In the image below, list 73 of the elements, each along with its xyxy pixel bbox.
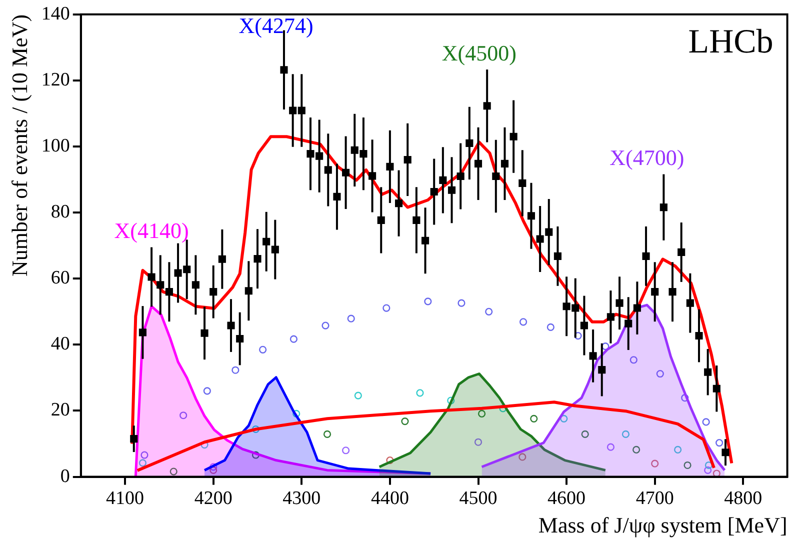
point — [401, 418, 409, 426]
y-tick-label: 60 — [50, 268, 70, 289]
point — [382, 304, 390, 312]
y-tick-label: 0 — [60, 466, 70, 487]
x-tick-label: 4800 — [724, 488, 762, 510]
point — [252, 425, 260, 434]
point — [581, 430, 589, 438]
point — [485, 308, 493, 316]
point — [716, 438, 724, 447]
point — [322, 322, 330, 330]
point — [704, 461, 713, 470]
point — [290, 335, 298, 343]
point — [138, 459, 147, 467]
point — [232, 366, 240, 374]
y-tick-label: 140 — [41, 3, 70, 24]
point — [674, 446, 682, 454]
point — [560, 414, 568, 422]
point — [684, 461, 692, 470]
text: X(4140) — [114, 218, 189, 244]
y-tick-label: 80 — [50, 202, 70, 223]
point — [386, 456, 394, 464]
point — [606, 443, 614, 451]
point — [704, 466, 712, 474]
point — [630, 356, 638, 364]
y-tick-label: 120 — [41, 69, 70, 90]
point — [656, 370, 664, 378]
point — [632, 446, 640, 454]
point — [530, 414, 538, 422]
point — [424, 298, 432, 306]
point — [478, 410, 486, 418]
x-tick-label: 4400 — [370, 488, 409, 510]
point — [546, 323, 554, 331]
point — [210, 463, 218, 471]
point — [342, 446, 350, 454]
point — [458, 299, 466, 307]
point — [347, 314, 355, 322]
point — [416, 389, 424, 397]
x-tick-label: 4500 — [459, 488, 498, 510]
point — [712, 470, 720, 477]
x-tick-label: 4300 — [282, 488, 321, 510]
point — [518, 453, 526, 461]
x-tick-label: 4700 — [636, 488, 674, 510]
point — [622, 430, 630, 438]
y-axis-title: Number of events / (10 MeV) — [6, 14, 32, 277]
point — [292, 410, 300, 418]
point — [651, 460, 659, 468]
point — [259, 346, 267, 354]
y-tick-label: 100 — [41, 136, 70, 156]
x-tick-label: 4100 — [106, 488, 144, 510]
point — [210, 466, 218, 474]
point — [447, 396, 455, 404]
x-tick-label: 4200 — [194, 488, 232, 510]
y-tick-label: 20 — [50, 400, 70, 421]
point — [474, 438, 482, 446]
point — [252, 451, 260, 459]
point — [203, 387, 211, 395]
x-axis-title: Mass of J/ψφ system [MeV] — [538, 512, 788, 538]
point — [574, 332, 582, 340]
point — [519, 318, 528, 326]
point — [602, 342, 610, 350]
point — [354, 392, 362, 400]
point — [702, 418, 710, 426]
point — [681, 394, 689, 402]
point — [323, 430, 332, 438]
point — [170, 468, 178, 476]
y-tick-label: 40 — [50, 334, 70, 355]
annotation: LHCb — [688, 23, 774, 60]
point — [140, 451, 148, 459]
point — [180, 412, 188, 420]
text: X(4274) — [238, 13, 314, 38]
text: X(4700) — [610, 145, 684, 170]
x-tick-label: 4600 — [548, 488, 586, 510]
text: X(4500) — [442, 40, 516, 66]
